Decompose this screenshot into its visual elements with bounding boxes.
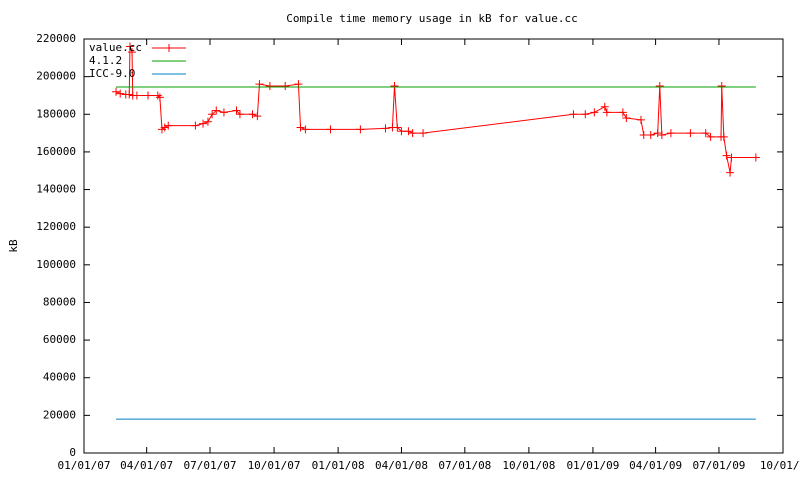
data-point (132, 91, 141, 100)
y-tick-label: 140000 (36, 183, 76, 196)
data-point (356, 125, 365, 134)
data-point (393, 123, 402, 132)
x-tick-label: 04/01/07 (120, 459, 173, 472)
data-point (581, 110, 590, 119)
y-tick-label: 40000 (43, 371, 76, 384)
data-point (408, 129, 417, 138)
data-point (160, 123, 169, 132)
series-line (115, 46, 756, 173)
y-tick-label: 160000 (36, 145, 76, 158)
legend-marker (165, 44, 173, 52)
data-point (751, 153, 760, 162)
data-point (125, 90, 134, 99)
data-point (155, 93, 164, 102)
x-tick-label: 07/01/09 (692, 459, 745, 472)
data-point (569, 110, 578, 119)
data-point (164, 121, 173, 130)
y-tick-label: 60000 (43, 333, 76, 346)
y-tick-label: 0 (69, 446, 76, 459)
data-point (153, 91, 162, 100)
data-point (125, 42, 134, 51)
x-tick-label: 01/01/07 (58, 459, 111, 472)
data-point (717, 82, 726, 91)
x-tick-label: 07/01/07 (184, 459, 237, 472)
x-tick-label: 04/01/09 (629, 459, 682, 472)
data-point (203, 117, 212, 126)
data-point (602, 108, 611, 117)
x-tick-label: 04/01/08 (375, 459, 428, 472)
data-point (419, 129, 428, 138)
data-point (208, 110, 217, 119)
y-tick-label: 80000 (43, 295, 76, 308)
x-tick-label: 10/01/07 (248, 459, 301, 472)
data-point (296, 123, 305, 132)
data-point (719, 132, 728, 141)
legend-label: 4.1.2 (89, 54, 122, 67)
data-point (235, 110, 244, 119)
x-tick-label: 01/01/09 (566, 459, 619, 472)
data-point (639, 130, 648, 139)
y-tick-label: 180000 (36, 107, 76, 120)
data-point (281, 82, 290, 91)
data-point (686, 129, 695, 138)
data-point (128, 48, 137, 57)
data-point (232, 106, 241, 115)
data-point (666, 129, 675, 138)
y-tick-label: 120000 (36, 220, 76, 233)
x-tick-label: 07/01/08 (438, 459, 491, 472)
data-point (722, 151, 731, 160)
data-point (265, 82, 274, 91)
data-point (706, 132, 715, 141)
data-point (636, 115, 645, 124)
y-tick-label: 20000 (43, 408, 76, 421)
data-point (622, 114, 631, 123)
data-point (219, 108, 228, 117)
data-point (655, 82, 664, 91)
data-point (726, 168, 735, 177)
data-point (404, 127, 413, 136)
data-point (618, 108, 627, 117)
data-point (653, 129, 662, 138)
data-point (590, 108, 599, 117)
data-point (191, 121, 200, 130)
data-point (381, 124, 390, 133)
data-point (701, 129, 710, 138)
data-point (248, 110, 257, 119)
legend-label: ICC-9.0 (89, 67, 135, 80)
x-tick-label: 10/01/08 (502, 459, 555, 472)
data-point (199, 119, 208, 128)
x-tick-label: 10/01/0 (760, 459, 800, 472)
x-tick-label: 01/01/08 (312, 459, 365, 472)
y-axis-label: kB (7, 239, 20, 253)
data-point (397, 127, 406, 136)
data-point (390, 82, 399, 91)
data-point (301, 125, 310, 134)
data-point (326, 125, 335, 134)
data-point (116, 89, 125, 98)
legend-label: value.cc (89, 41, 142, 54)
data-point (212, 106, 221, 115)
data-point (253, 112, 262, 121)
y-tick-label: 200000 (36, 70, 76, 83)
y-tick-label: 100000 (36, 258, 76, 271)
plot-frame (83, 38, 784, 454)
data-point (727, 153, 736, 162)
data-point (646, 130, 655, 139)
chart-title: Compile time memory usage in kB for valu… (286, 12, 577, 25)
data-point (600, 102, 609, 111)
data-point (657, 130, 666, 139)
data-point (112, 87, 121, 96)
y-tick-label: 220000 (36, 32, 76, 45)
data-point (144, 91, 153, 100)
